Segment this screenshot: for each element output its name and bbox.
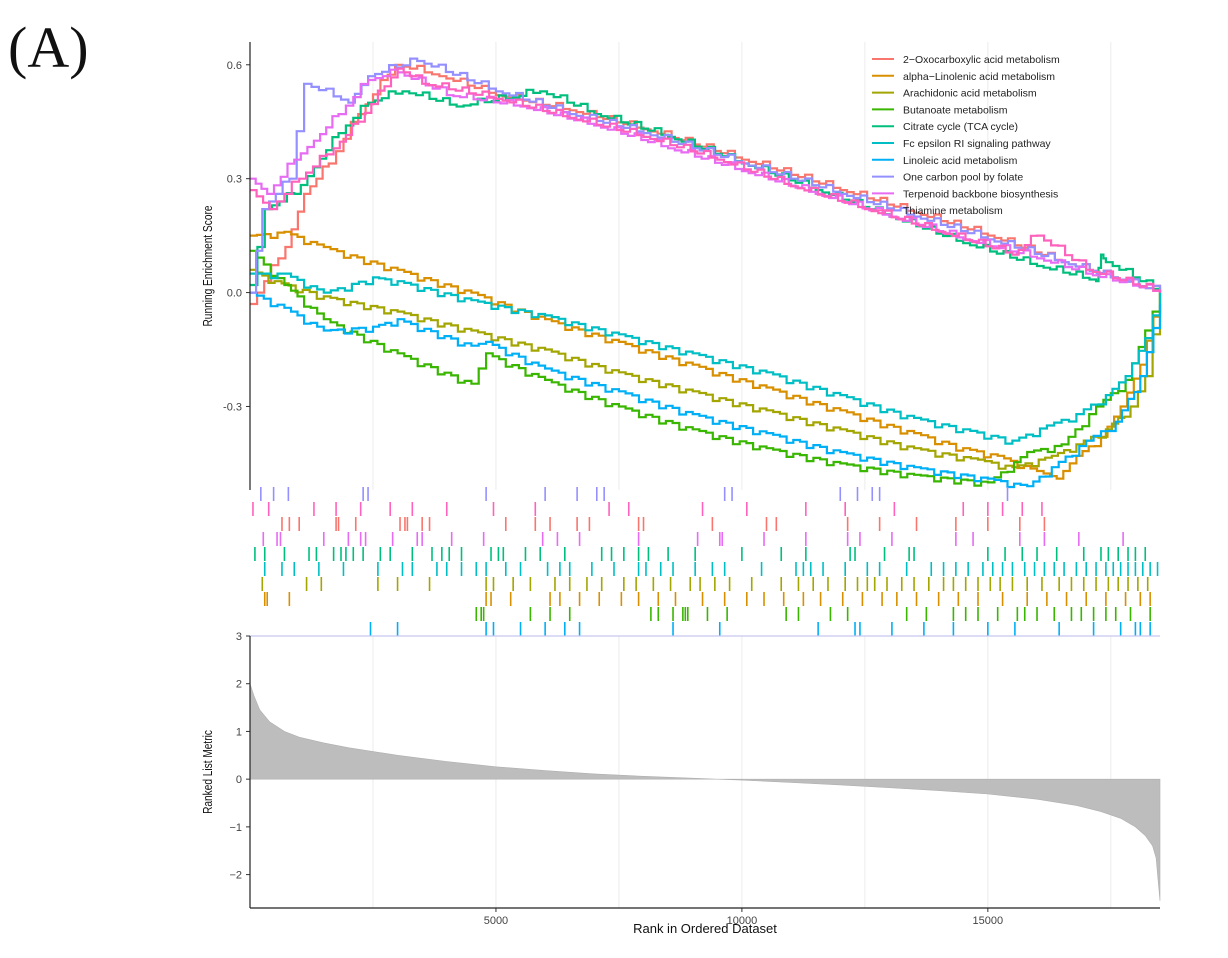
metric-y-tick-label: −1 bbox=[229, 822, 242, 834]
legend-label-2-oxocarboxylic-acid-metabolism: 2−Oxocarboxylic acid metabolism bbox=[903, 54, 1060, 66]
x-tick-label: 10000 bbox=[727, 915, 758, 927]
legend-label-alpha-linolenic-acid-metabolism: alpha−Linolenic acid metabolism bbox=[903, 71, 1055, 83]
legend-label-terpenoid-backbone-biosynthesis: Terpenoid backbone biosynthesis bbox=[903, 188, 1058, 200]
es-y-ticks: 0.6 0.3 0.0 -0.3 bbox=[223, 60, 250, 413]
x-ticks: 5000 10000 15000 bbox=[484, 908, 1003, 927]
x-tick-label: 15000 bbox=[973, 915, 1004, 927]
es-y-tick-label: -0.3 bbox=[223, 401, 242, 413]
metric-y-tick-label: −2 bbox=[229, 870, 242, 882]
legend-label-butanoate-metabolism: Butanoate metabolism bbox=[903, 104, 1008, 116]
es-line-one-carbon-pool-by-folate bbox=[250, 57, 1162, 294]
es-line-butanoate-metabolism bbox=[250, 249, 1162, 487]
es-line-alpha-linolenic-acid-metabolism bbox=[250, 230, 1162, 480]
es-line-2-oxocarboxylic-acid-metabolism bbox=[250, 63, 1162, 306]
legend-label-one-carbon-pool-by-folate: One carbon pool by folate bbox=[903, 172, 1023, 184]
metric-area bbox=[249, 683, 1161, 901]
axes bbox=[249, 42, 1160, 909]
es-y-tick-label: 0.0 bbox=[227, 288, 242, 300]
metric-y-tick-label: 2 bbox=[236, 679, 242, 691]
legend-label-linoleic-acid-metabolism: Linoleic acid metabolism bbox=[903, 155, 1018, 167]
x-axis-title: Rank in Ordered Dataset bbox=[633, 921, 777, 936]
es-lines bbox=[250, 57, 1162, 489]
metric-y-ticks: 3 2 1 0 −1 −2 bbox=[229, 631, 250, 882]
legend-label-fc-epsilon-ri-signaling-pathway: Fc epsilon RI signaling pathway bbox=[903, 138, 1051, 150]
es-line-arachidonic-acid-metabolism bbox=[250, 268, 1162, 470]
legend-label-arachidonic-acid-metabolism: Arachidonic acid metabolism bbox=[903, 88, 1037, 100]
es-y-axis-title: Running Enrichment Score bbox=[201, 205, 215, 326]
es-y-tick-label: 0.3 bbox=[227, 174, 242, 186]
legend-label-thiamine-metabolism: Thiamine metabolism bbox=[903, 205, 1003, 217]
legend-label-citrate-cycle-tca-cycle: Citrate cycle (TCA cycle) bbox=[903, 121, 1018, 133]
panel-label: (A) bbox=[8, 15, 89, 80]
es-y-tick-label: 0.6 bbox=[227, 60, 242, 72]
legend: 2−Oxocarboxylic acid metabolism alpha−Lin… bbox=[872, 54, 1060, 217]
es-line-thiamine-metabolism bbox=[250, 67, 1162, 293]
metric-y-axis-title: Ranked List Metric bbox=[201, 730, 215, 814]
hit-rows bbox=[252, 487, 1159, 636]
x-tick-label: 5000 bbox=[484, 915, 508, 927]
es-line-fc-epsilon-ri-signaling-pathway bbox=[250, 272, 1162, 445]
metric-y-tick-label: 0 bbox=[236, 774, 242, 786]
es-line-linoleic-acid-metabolism bbox=[250, 291, 1162, 489]
metric-y-tick-label: 1 bbox=[236, 726, 242, 738]
metric-y-tick-label: 3 bbox=[236, 631, 242, 643]
metric-area-fill bbox=[249, 683, 1161, 901]
